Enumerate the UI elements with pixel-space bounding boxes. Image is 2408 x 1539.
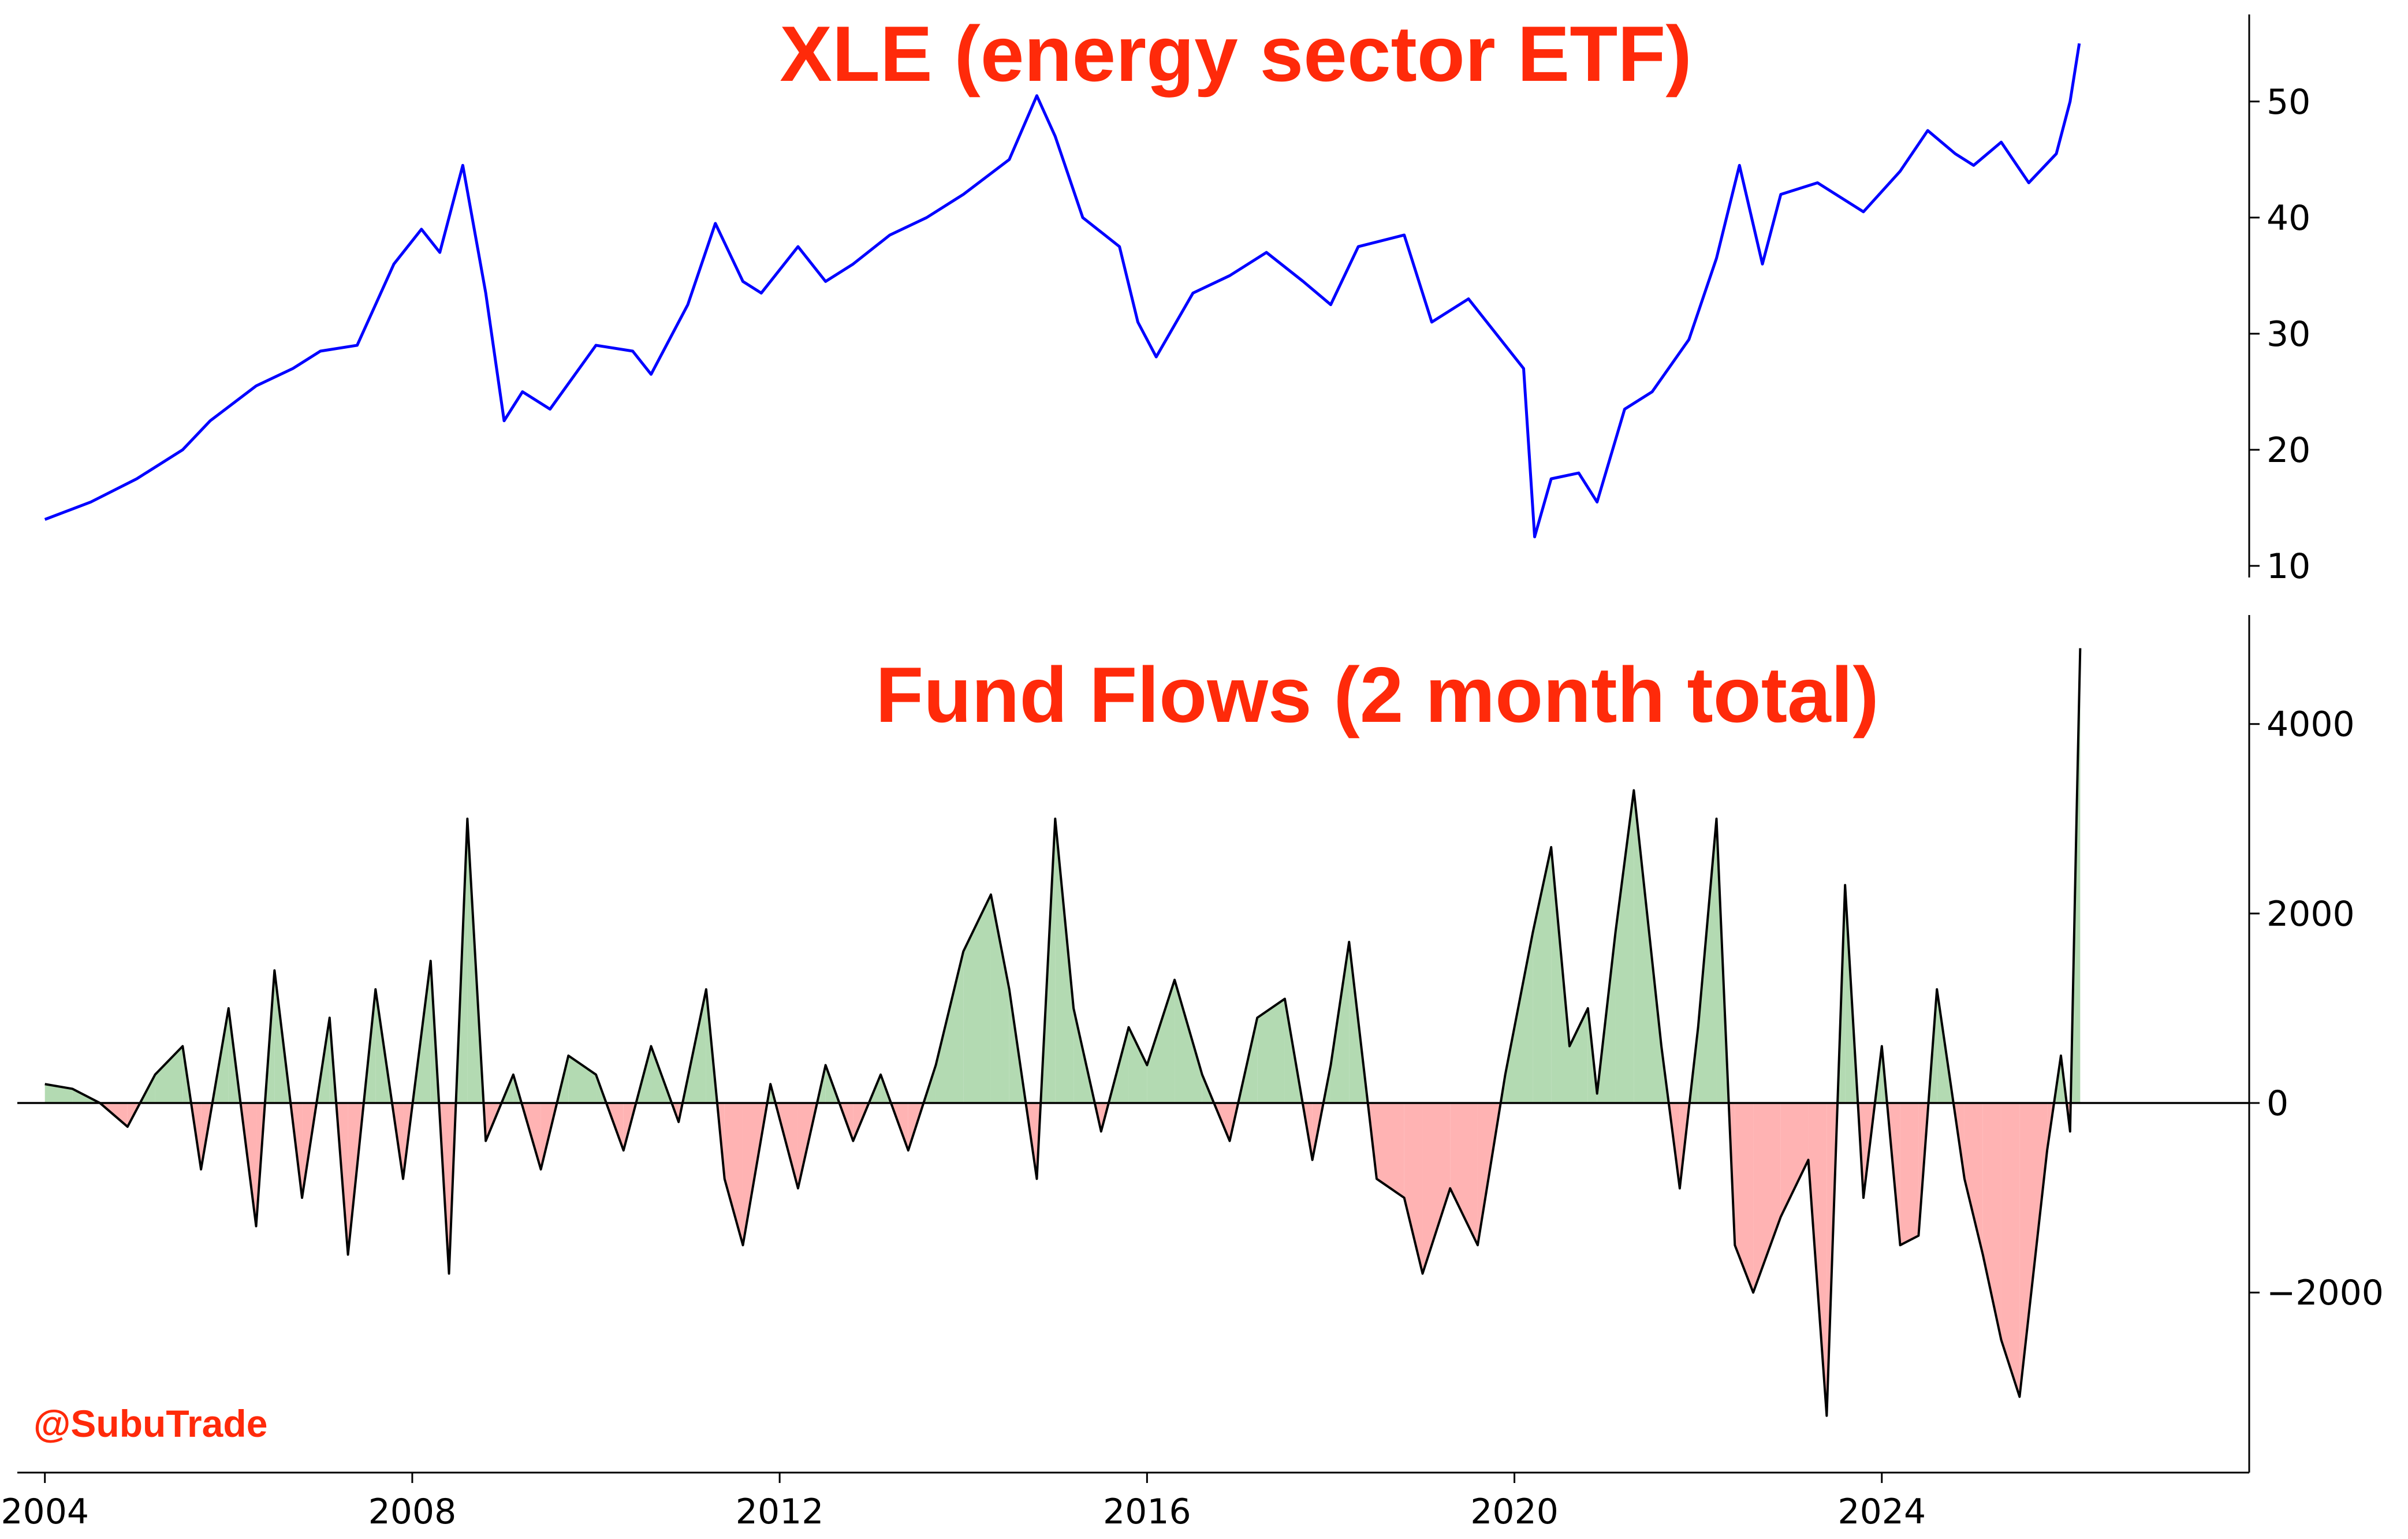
flows-y-tick-label: 4000 — [2267, 705, 2355, 745]
inflow-area — [1175, 979, 1202, 1104]
outflow-area — [1780, 1103, 1809, 1217]
fund-flows-line — [44, 648, 2082, 1417]
inflow-area — [155, 1046, 183, 1104]
outflow-area — [1982, 1103, 2001, 1340]
flows-y-axis-ticks: −2000 0 2000 4000 — [2249, 705, 2384, 1313]
outflow-area — [1450, 1103, 1478, 1246]
fund-flows-series — [44, 648, 2082, 1417]
inflow-area — [1257, 998, 1285, 1104]
outflow-area — [1376, 1103, 1404, 1198]
inflow-area — [1533, 847, 1552, 1104]
xle-y-tick-label: 10 — [2267, 546, 2310, 587]
inflow-area — [1551, 847, 1570, 1104]
outflow-area — [1900, 1103, 1919, 1246]
xle-y-tick-label: 40 — [2267, 198, 2310, 239]
xle-price-series — [44, 43, 2081, 539]
outflow-area — [724, 1103, 743, 1246]
inflow-area — [1615, 790, 1634, 1104]
inflow-area — [568, 1056, 597, 1104]
inflow-area — [1505, 932, 1533, 1104]
inflow-area — [1147, 979, 1175, 1104]
xle-y-tick-label: 30 — [2267, 314, 2310, 355]
outflow-area — [1422, 1103, 1451, 1274]
inflow-area — [1570, 1008, 1588, 1104]
xle-y-tick-label: 50 — [2267, 82, 2310, 122]
outflow-area — [1753, 1103, 1781, 1293]
xle-y-tick-label: 20 — [2267, 430, 2310, 471]
x-tick-label: 2004 — [1, 1492, 89, 1532]
flows-y-tick-label: 2000 — [2267, 894, 2355, 934]
inflow-area — [963, 895, 991, 1104]
fund-flows-panel-title: Fund Flows (2 month total) — [875, 651, 1879, 739]
flows-y-tick-label: 0 — [2267, 1083, 2288, 1124]
watermark-handle: @SubuTrade — [33, 1402, 267, 1445]
xle-y-axis-ticks: 10 20 30 40 50 — [2249, 82, 2310, 587]
outflow-area — [2019, 1103, 2048, 1397]
inflow-area — [44, 1084, 73, 1104]
inflow-area — [1698, 818, 1717, 1104]
inflow-area — [1634, 790, 1662, 1104]
x-tick-label: 2016 — [1103, 1492, 1191, 1532]
inflow-area — [1128, 1027, 1147, 1104]
outflow-area — [1404, 1103, 1423, 1274]
x-tick-label: 2008 — [368, 1492, 457, 1532]
xle-price-panel: 10 20 30 40 50 XLE (energy sector ETF) — [44, 10, 2310, 587]
flows-y-tick-label: −2000 — [2267, 1273, 2384, 1313]
inflow-area — [990, 895, 1009, 1104]
x-tick-label: 2012 — [736, 1492, 824, 1532]
xle-price-line — [44, 43, 2081, 539]
x-axis-ticks: 2004 2008 2012 2016 2020 2024 — [1, 1473, 1926, 1532]
inflow-area — [935, 951, 964, 1104]
inflow-area — [2076, 648, 2081, 1104]
xle-panel-title: XLE (energy sector ETF) — [780, 10, 1691, 98]
x-tick-label: 2024 — [1837, 1492, 1926, 1532]
outflow-area — [1964, 1103, 1983, 1255]
outflow-area — [2001, 1103, 2020, 1397]
x-tick-label: 2020 — [1470, 1492, 1559, 1532]
inflow-area — [1330, 942, 1350, 1104]
inflow-area — [1055, 818, 1074, 1104]
outflow-area — [1735, 1103, 1754, 1293]
